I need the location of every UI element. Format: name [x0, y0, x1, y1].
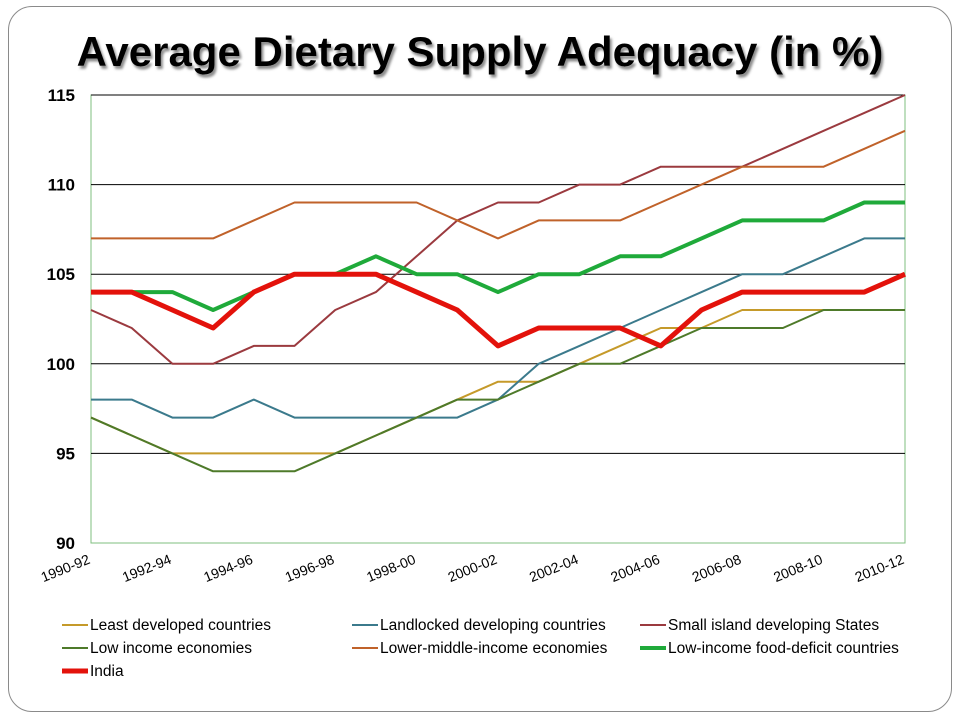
- legend: Least developed countries Landlocked deve…: [62, 617, 899, 680]
- x-axis-ticks: 1990-92 1992-94 1994-96 1996-98 1998-00 2000-…: [38, 551, 906, 585]
- legend-entry: Least developed countries: [90, 617, 271, 634]
- legend-entry: Small island developing States: [668, 617, 879, 634]
- series-line-2: [90, 94, 906, 365]
- legend-entry: Lower-middle-income economies: [380, 640, 608, 657]
- series-line-3: [90, 309, 905, 473]
- y-tick-label: 100: [47, 355, 75, 374]
- y-axis-ticks: 90 95 100 105 110 115: [47, 86, 75, 553]
- x-tick-label: 2004-06: [608, 551, 662, 585]
- x-tick-label: 1998-00: [364, 551, 418, 585]
- x-tick-label: 1994-96: [201, 551, 255, 585]
- series-line-0: [90, 309, 905, 455]
- plot-frame: [90, 94, 906, 544]
- legend-entry: Landlocked developing countries: [380, 617, 606, 634]
- slide-frame: [8, 6, 952, 712]
- series-lines: [90, 94, 907, 473]
- x-tick-label: 1996-98: [283, 551, 337, 585]
- legend-entry: Low-income food-deficit countries: [668, 640, 899, 657]
- legend-entry: India: [90, 663, 124, 680]
- y-tick-label: 110: [48, 176, 75, 195]
- y-tick-label: 90: [56, 534, 75, 553]
- x-tick-label: 2006-08: [690, 551, 744, 585]
- x-tick-label: 1992-94: [120, 551, 174, 585]
- x-tick-label: 2002-04: [527, 551, 581, 585]
- x-tick-label: 2000-02: [445, 551, 499, 585]
- series-line-4: [91, 129, 906, 240]
- legend-entry: Low income economies: [90, 640, 252, 657]
- x-tick-label: 1990-92: [38, 551, 92, 585]
- series-line-5: [91, 200, 905, 312]
- x-tick-label: 2008-10: [771, 551, 825, 585]
- y-tick-label: 115: [48, 86, 75, 105]
- y-tick-label: 95: [56, 444, 75, 463]
- x-tick-label: 2010-12: [852, 551, 906, 585]
- chart-title: Average Dietary Supply Adequacy (in %): [77, 28, 884, 75]
- y-tick-label: 105: [47, 265, 75, 284]
- series-line-6: [91, 271, 907, 349]
